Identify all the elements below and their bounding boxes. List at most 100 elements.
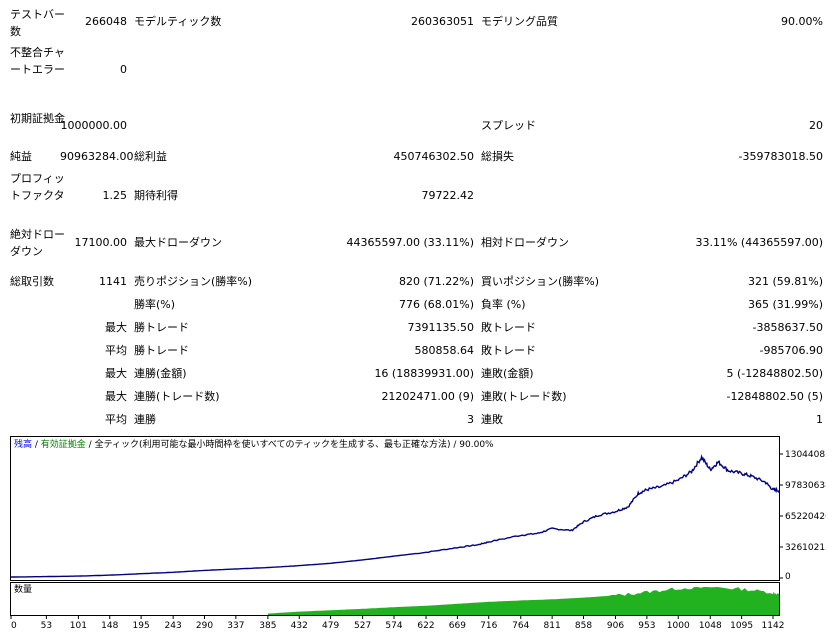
avg-consec-wins-label: 連勝	[134, 413, 156, 426]
x-tick-label: 195	[133, 621, 150, 631]
test-bars-label: テストバー数	[10, 8, 65, 38]
x-tick-label: 385	[259, 621, 276, 631]
initial-deposit-label: 初期証拠金	[10, 112, 65, 125]
y-tick-label: 32610213	[785, 543, 826, 553]
x-axis: 0 53 101 148 195 243 290 337 385 432 479 527 574 622 6…	[10, 616, 826, 634]
long-positions-value: 321 (59.81%)	[747, 275, 823, 288]
largest-loss-value: -3858637.50	[752, 321, 823, 334]
gross-profit-value: 450746302.50	[393, 150, 474, 163]
win-rate-label: 勝率(%)	[134, 298, 176, 311]
max-consec-profit-label: 連勝(トレード数)	[134, 390, 220, 403]
largest-win-label: 勝トレード	[134, 321, 189, 334]
equity-legend: 有効証拠金	[40, 440, 86, 450]
y-tick-label: 65220426	[785, 512, 826, 522]
profit-factor-label: プロフィットファクタ	[10, 172, 65, 202]
largest-loss-label: 敗トレード	[481, 321, 536, 334]
initial-deposit-value: 1000000.00	[60, 119, 127, 132]
rel-drawdown-label: 相対ドローダウン	[481, 236, 569, 249]
balance-chart: 130440855 97830638 65220426 32610213 0 残高 / …	[10, 436, 826, 581]
avg-win-value: 580858.64	[414, 344, 475, 357]
x-tick-label: 1000	[667, 621, 690, 631]
abs-drawdown-value: 17100.00	[74, 236, 128, 249]
balance-line	[11, 453, 780, 578]
max-drawdown-label: 最大ドローダウン	[134, 236, 222, 249]
largest-win-value: 7391135.50	[407, 321, 474, 334]
max-consec-wins-value: 16 (18839931.00)	[374, 367, 474, 380]
avg-loss-value: -985706.90	[759, 344, 823, 357]
x-tick-label: 1095	[730, 621, 753, 631]
model-quality-label: モデリング品質	[481, 15, 558, 28]
gross-profit-label: 総利益	[134, 150, 167, 163]
loss-rate-value: 365 (31.99%)	[747, 298, 823, 311]
x-tick-label: 0	[11, 621, 17, 631]
x-tick-label: 811	[544, 621, 561, 631]
x-tick-label: 101	[70, 621, 87, 631]
balance-chart-svg: 130440855 97830638 65220426 32610213 0	[10, 436, 826, 581]
x-axis-svg: 0 53 101 148 195 243 290 337 385 432 479 527 574 622 6…	[10, 616, 785, 631]
plot-frame	[10, 436, 780, 581]
x-tick-label: 953	[638, 621, 655, 631]
header-separator: /	[450, 440, 460, 450]
header-separator: /	[32, 440, 41, 450]
x-tick-label: 716	[480, 621, 497, 631]
volume-label: 数量	[14, 585, 33, 595]
total-trades-value: 1141	[99, 275, 127, 288]
avg-loss-label: 敗トレード	[481, 344, 536, 357]
max-consec-loss-label: 連敗(トレード数)	[481, 390, 567, 403]
x-tick-label: 290	[196, 621, 213, 631]
volume-area	[267, 587, 779, 615]
model-ticks-label: モデルティック数	[134, 15, 222, 28]
test-bars-value: 266048	[85, 15, 127, 28]
avg-prefix-2: 平均	[105, 413, 127, 426]
x-tick-label: 479	[322, 621, 339, 631]
loss-rate-label: 負率 (%)	[481, 298, 526, 311]
avg-consec-losses-label: 連敗	[481, 413, 503, 426]
profit-factor-value: 1.25	[102, 189, 128, 202]
avg-win-label: 勝トレード	[134, 344, 189, 357]
spread-label: スプレッド	[481, 119, 536, 132]
volume-chart: 数量	[10, 582, 826, 616]
header-quality: 90.00%	[459, 440, 494, 450]
model-description: 全ティック(利用可能な最小時間枠を使いすべてのティックを生成する、最も正確な方法…	[94, 440, 451, 450]
mismatch-value: 0	[120, 63, 127, 76]
max-consec-profit-value: 21202471.00 (9)	[381, 390, 474, 403]
x-tick-label: 243	[165, 621, 182, 631]
spread-value: 20	[809, 119, 823, 132]
gross-loss-label: 総損失	[481, 150, 514, 163]
x-tick-label: 1142	[762, 621, 785, 631]
y-tick-label: 0	[785, 572, 791, 581]
avg-consec-losses-value: 1	[816, 413, 823, 426]
long-positions-label: 買いポジション(勝率%)	[481, 275, 600, 288]
y-tick-label: 97830638	[785, 481, 826, 491]
x-tick-label: 622	[417, 621, 434, 631]
header-separator: /	[85, 440, 95, 450]
x-tick-label: 764	[512, 621, 529, 631]
max-consec-losses-label: 連敗(金額)	[481, 367, 534, 380]
abs-drawdown-label: 絶対ドローダウン	[10, 228, 65, 258]
balance-legend: 残高	[14, 440, 33, 450]
model-quality-value: 90.00%	[781, 15, 823, 28]
max-consec-losses-value: 5 (-12848802.50)	[726, 367, 823, 380]
expected-payoff-label: 期待利得	[134, 189, 178, 202]
x-tick-label: 1048	[699, 621, 722, 631]
volume-chart-svg	[10, 582, 780, 616]
x-tick-label: 148	[101, 621, 118, 631]
avg-consec-wins-value: 3	[467, 413, 474, 426]
x-tick-label: 53	[41, 621, 52, 631]
gross-loss-value: -359783018.50	[738, 150, 823, 163]
max-consec-loss-value: -12848802.50 (5)	[726, 390, 823, 403]
max-drawdown-value: 44365597.00 (33.11%)	[346, 236, 474, 249]
rel-drawdown-value: 33.11% (44365597.00)	[695, 236, 823, 249]
x-tick-label: 527	[354, 621, 371, 631]
max-consec-wins-label: 連勝(金額)	[134, 367, 187, 380]
net-profit-value: 90963284.00	[60, 150, 134, 163]
y-tick-label: 130440855	[785, 450, 826, 460]
x-tick-label: 906	[607, 621, 624, 631]
max-prefix-2: 最大	[105, 367, 127, 380]
avg-prefix-1: 平均	[105, 344, 127, 357]
max-prefix-3: 最大	[105, 390, 127, 403]
short-positions-label: 売りポジション(勝率%)	[134, 275, 253, 288]
mismatch-label: 不整合チャートエラー	[10, 46, 65, 76]
total-trades-label: 総取引数	[10, 275, 54, 288]
x-tick-label: 574	[385, 621, 402, 631]
